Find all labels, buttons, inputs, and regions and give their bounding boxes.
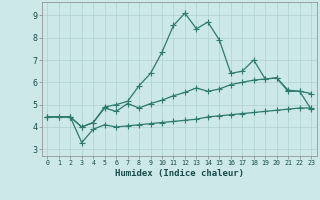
X-axis label: Humidex (Indice chaleur): Humidex (Indice chaleur): [115, 169, 244, 178]
